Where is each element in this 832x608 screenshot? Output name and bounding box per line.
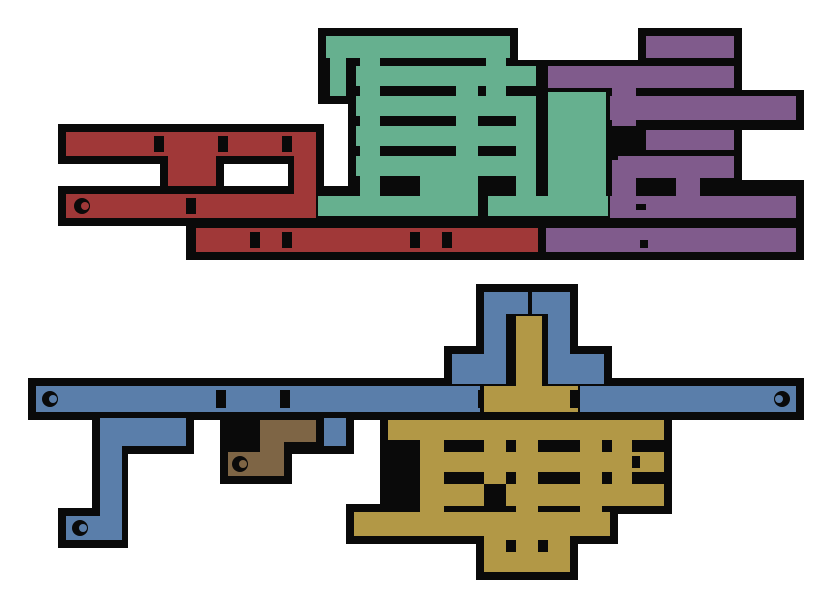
blue-area-doors [144, 292, 532, 418]
exit-door-icon [774, 391, 790, 407]
red-area-doors [154, 136, 452, 248]
green-area [318, 36, 608, 216]
exit-door-icon [72, 520, 88, 536]
purple-area-doors [636, 120, 710, 248]
exit-door-icon [42, 391, 58, 407]
exit-door-icon [232, 456, 248, 472]
exit-door-icon [74, 198, 90, 214]
gold-area-doors [454, 390, 640, 552]
brown-area [228, 420, 316, 476]
blue-area [36, 292, 796, 540]
gold-area [354, 316, 664, 572]
green-area-doors [346, 60, 548, 216]
purple-area [546, 36, 796, 252]
